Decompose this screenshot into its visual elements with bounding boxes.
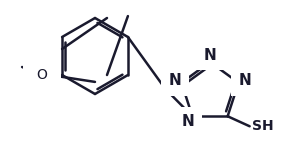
Text: N: N	[239, 73, 252, 88]
Text: N: N	[203, 48, 216, 62]
Text: SH: SH	[252, 119, 273, 133]
Text: N: N	[182, 114, 195, 129]
Text: N: N	[168, 73, 181, 88]
Text: O: O	[37, 68, 48, 82]
